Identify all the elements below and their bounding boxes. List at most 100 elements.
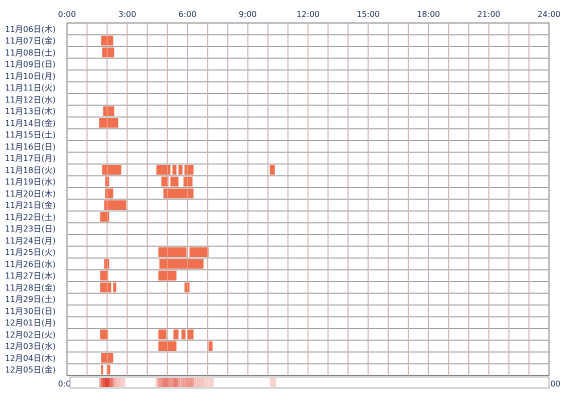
summary-density-cell <box>187 378 190 387</box>
activity-block <box>104 259 110 269</box>
summary-density-cell <box>173 378 176 387</box>
activity-block <box>99 118 119 128</box>
row-label: 11月17日(月) <box>5 154 56 163</box>
x-tick-label-bottom: 0:00 <box>58 380 76 389</box>
x-tick-label-top: 18:00 <box>417 10 440 19</box>
activity-block <box>183 176 193 187</box>
activity-block <box>173 329 179 340</box>
activity-block <box>100 212 110 222</box>
top-axis-ticks: 0:00 3:00 6:00 9:00 12:00 15:00 18:00 21:00 24:0… <box>58 10 561 19</box>
activity-block <box>100 329 109 340</box>
activity-blocks <box>86 23 530 376</box>
summary-density-cell <box>197 378 200 387</box>
activity-block <box>158 329 167 340</box>
summary-density-cell <box>207 378 210 387</box>
activity-block <box>178 165 183 175</box>
summary-density-cell <box>155 378 158 387</box>
row-label: 11月24日(月) <box>5 236 56 245</box>
row-label: 11月27日(木) <box>5 271 56 281</box>
summary-density-cell <box>271 378 275 387</box>
summary-density-cell <box>195 378 198 387</box>
summary-density-cell <box>119 378 122 387</box>
summary-density-cell <box>107 378 110 387</box>
x-tick-label-top: 3:00 <box>118 10 136 19</box>
summary-density-cell <box>163 378 166 387</box>
row-label: 11月12日(水) <box>5 94 56 104</box>
row-labels: 11月06日(木) 11月07日(金)11月08日(土) 11月09日(日) 11月1… <box>5 24 56 375</box>
activity-block <box>104 200 127 210</box>
x-tick-label-top: 9:00 <box>239 10 257 19</box>
activity-block <box>172 165 177 175</box>
summary-density-cell <box>209 378 212 387</box>
activity-block <box>269 165 275 175</box>
summary-density-cell <box>101 378 104 387</box>
summary-density-cell <box>117 378 120 387</box>
row-label: 11月15日(土) <box>5 130 56 140</box>
summary-density-cell <box>183 378 186 387</box>
row-label: 12月02日(火) <box>5 330 56 339</box>
activity-block <box>100 282 112 293</box>
row-label: 11月22日(土) <box>5 212 56 222</box>
row-label: 12月03日(水) <box>5 341 56 351</box>
activity-block <box>163 188 194 199</box>
x-tick-label-top: 21:00 <box>477 10 500 19</box>
activity-block <box>158 247 187 257</box>
summary-density-cell <box>211 378 214 387</box>
summary-density-cell <box>167 378 170 387</box>
summary-strip <box>69 376 550 389</box>
activity-block <box>103 106 115 116</box>
summary-density-cell <box>105 378 108 387</box>
row-label: 11月20日(木) <box>5 188 56 198</box>
row-label: 11月21日(金) <box>5 200 56 210</box>
summary-density-cell <box>191 378 194 387</box>
activity-block <box>156 165 171 175</box>
activity-block <box>107 364 111 375</box>
summary-density-cell <box>203 378 206 387</box>
row-label: 11月26日(水) <box>5 259 56 269</box>
activity-block <box>181 329 186 340</box>
row-label: 11月23日(日) <box>5 225 56 234</box>
x-tick-label-top: 15:00 <box>357 10 380 19</box>
summary-density-cell <box>103 378 106 387</box>
summary-density-cell <box>189 378 192 387</box>
summary-density-cell <box>121 378 124 387</box>
activity-block <box>101 364 104 375</box>
summary-density-cell <box>181 378 184 387</box>
activity-block <box>184 282 190 293</box>
row-label: 11月29日(土) <box>5 294 56 304</box>
x-tick-label-top: 6:00 <box>179 10 197 19</box>
x-tick-label-top: 12:00 <box>296 10 319 19</box>
row-label: 11月13日(木) <box>5 106 56 116</box>
summary-density-cell <box>157 378 160 387</box>
row-label: 11月09日(日) <box>5 60 56 69</box>
summary-density-cell <box>179 378 182 387</box>
summary-density-cell <box>111 378 114 387</box>
summary-density-cell <box>169 378 172 387</box>
row-label: 11月10日(月) <box>5 72 56 81</box>
row-label: 11月08日(土) <box>5 47 56 57</box>
row-label: 11月14日(金) <box>5 118 56 128</box>
x-tick-label-top: 24:00 <box>537 10 560 19</box>
summary-density-cell <box>109 378 112 387</box>
summary-density-cell <box>165 378 168 387</box>
summary-density-cell <box>175 378 178 387</box>
row-label: 11月16日(日) <box>5 142 56 151</box>
row-label: 11月28日(金) <box>5 282 56 292</box>
activity-block <box>105 188 114 199</box>
summary-density-cell <box>199 378 202 387</box>
row-label: 12月01日(月) <box>5 319 56 328</box>
summary-density-cell <box>193 378 196 387</box>
row-label: 11月07日(金) <box>5 36 56 46</box>
x-tick-label-top: 0:00 <box>58 10 76 19</box>
summary-density-cell <box>205 378 208 387</box>
activity-block <box>159 259 204 269</box>
row-label: 11月30日(日) <box>5 307 56 316</box>
summary-density-cell <box>115 378 118 387</box>
activity-block <box>161 176 169 187</box>
summary-density-cell <box>123 378 126 387</box>
activity-block <box>189 247 209 257</box>
activity-block <box>113 282 117 293</box>
summary-density-cell <box>177 378 180 387</box>
activity-block <box>208 341 213 351</box>
